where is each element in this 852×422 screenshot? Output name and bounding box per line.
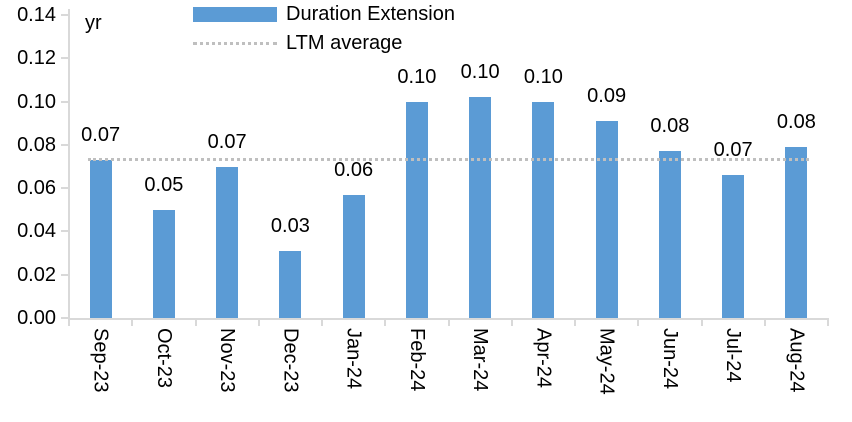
bar-dec-23	[279, 250, 302, 318]
x-axis-tick-label: Sep-23	[89, 328, 112, 393]
bar-mar-24	[469, 97, 492, 318]
bar-sep-23	[89, 160, 112, 318]
y-axis-tick-label: 0.10	[17, 90, 56, 113]
y-axis-tick-label: 0.00	[17, 307, 56, 329]
y-axis-unit-label: yr	[85, 12, 102, 34]
x-axis-tick-label: Oct-23	[152, 328, 175, 389]
x-axis-tick	[700, 318, 703, 326]
x-axis-tick	[194, 318, 197, 326]
x-axis-tick	[321, 318, 323, 326]
bar-data-label: 0.06	[334, 158, 374, 181]
x-axis-tick	[827, 318, 829, 326]
legend-item-ltm-average: LTM average	[193, 30, 455, 57]
x-axis-tick-label: Nov-23	[216, 328, 239, 393]
bar-data-label: 0.05	[144, 173, 184, 196]
bar-data-label: 0.09	[587, 85, 627, 108]
x-axis-tick	[384, 318, 387, 326]
bar-apr-24	[532, 101, 555, 318]
bar-data-label: 0.08	[776, 111, 816, 134]
x-axis-tick	[510, 318, 513, 326]
x-axis-tick	[68, 318, 70, 326]
x-axis-tick	[574, 318, 576, 326]
x-axis-tick-label: Mar-24	[469, 328, 492, 392]
y-axis-tick-label: 0.04	[17, 220, 56, 243]
legend-item-duration-extension: Duration Extension	[193, 1, 455, 28]
bar-nov-23	[216, 166, 239, 318]
bar-jul-24	[722, 175, 745, 318]
x-axis-tick	[637, 318, 640, 326]
y-axis-tick-label: 0.12	[17, 47, 56, 70]
x-axis-tick-label: Aug-24	[785, 328, 808, 393]
bar-data-label: 0.03	[270, 214, 310, 237]
y-axis-tick	[61, 273, 69, 276]
bar-data-label: 0.08	[650, 115, 690, 138]
x-axis-tick-label: Jan-24	[342, 328, 365, 390]
y-axis-tick-label: 0.08	[17, 133, 56, 156]
legend-bar-swatch-icon	[193, 7, 277, 22]
bar-may-24	[595, 121, 618, 318]
bar-jan-24	[342, 194, 365, 318]
legend-label-duration-extension: Duration Extension	[286, 3, 455, 25]
ltm-average-line	[87, 158, 810, 161]
bar-jun-24	[658, 151, 681, 318]
x-axis-tick-label: Jul-24	[722, 328, 745, 383]
legend-dotted-line-swatch-icon	[193, 42, 277, 45]
y-axis-tick	[61, 317, 69, 319]
bar-data-label: 0.07	[713, 139, 753, 162]
y-axis-tick-label: 0.06	[17, 177, 56, 200]
chart-legend: Duration Extension LTM average	[193, 1, 455, 57]
y-axis-tick-label: 0.02	[17, 263, 56, 286]
y-axis-tick-label: 0.14	[17, 4, 56, 26]
bar-data-label: 0.07	[81, 124, 121, 146]
bar-data-label: 0.07	[207, 130, 247, 153]
bar-data-label: 0.10	[523, 65, 563, 88]
x-axis-tick	[447, 318, 450, 326]
y-axis-tick	[61, 143, 69, 146]
y-axis-tick	[61, 187, 69, 190]
x-axis-tick-label: Apr-24	[532, 328, 555, 389]
x-axis-tick-label: Dec-23	[279, 328, 302, 393]
bar-aug-24	[785, 147, 808, 318]
bar-data-label: 0.10	[397, 65, 437, 88]
y-axis-tick	[61, 230, 69, 233]
bar-data-label: 0.10	[460, 61, 500, 84]
legend-label-ltm-average: LTM average	[286, 32, 403, 54]
x-axis-tick-label: May-24	[595, 328, 618, 395]
x-axis-tick	[131, 318, 134, 326]
y-axis-tick	[61, 57, 69, 60]
y-axis-tick	[61, 14, 69, 16]
y-axis-tick	[61, 100, 69, 103]
y-axis-line	[68, 9, 70, 320]
x-axis-tick	[257, 318, 260, 326]
x-axis-tick-label: Jun-24	[658, 328, 681, 390]
x-axis-tick	[763, 318, 766, 326]
x-axis-tick-label: Feb-24	[405, 328, 428, 392]
bar-feb-24	[405, 101, 428, 318]
bar-oct-23	[152, 209, 175, 318]
